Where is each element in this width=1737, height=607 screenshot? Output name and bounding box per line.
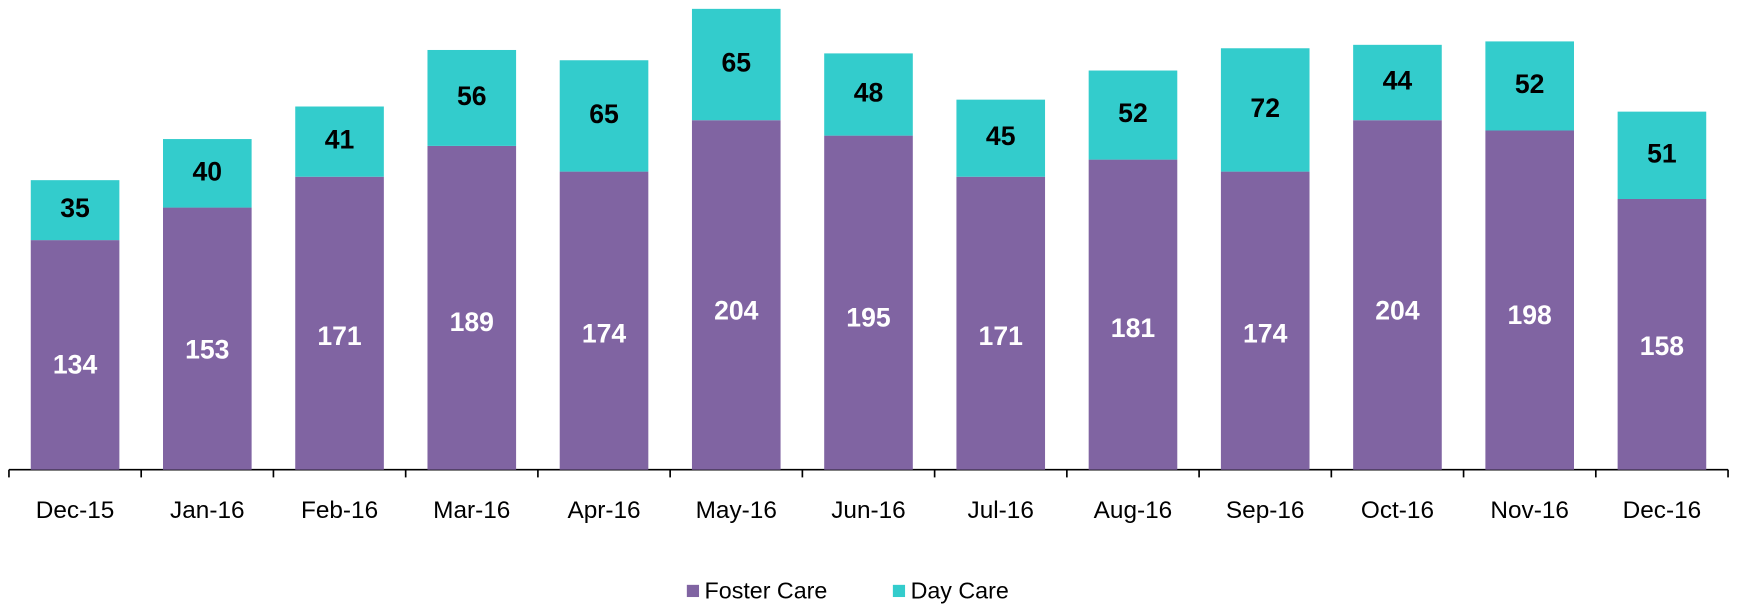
data-label: 189	[450, 307, 494, 337]
x-tick-label: Apr-16	[567, 497, 640, 524]
x-tick-label: Mar-16	[433, 497, 510, 524]
bar-segment	[30, 240, 120, 470]
bar-segment	[559, 171, 649, 470]
bar-segment	[163, 139, 252, 208]
bar-segment	[824, 53, 913, 136]
bar-segment	[691, 120, 781, 470]
x-tick-label: Dec-15	[36, 497, 115, 524]
bar-segment	[1220, 171, 1310, 470]
bar-segment	[1220, 48, 1310, 172]
bar-segment	[163, 207, 252, 470]
data-label: 174	[1243, 319, 1288, 349]
data-label: 65	[721, 48, 751, 78]
data-label: 44	[1383, 66, 1413, 96]
bar-segment	[1485, 130, 1574, 470]
data-label: 171	[317, 321, 362, 351]
data-label: 52	[1515, 69, 1545, 99]
bar-segment	[427, 145, 517, 470]
bar-segment	[691, 8, 781, 121]
data-label: 181	[1111, 313, 1156, 343]
x-tick-label: Aug-16	[1094, 497, 1173, 524]
legend-swatch	[686, 584, 700, 598]
legend-label: Foster Care	[705, 578, 828, 604]
bar-segment	[956, 99, 1046, 177]
data-label: 153	[185, 335, 229, 365]
bar-segment	[1617, 199, 1707, 470]
legend-label: Day Care	[911, 578, 1009, 604]
x-tick-label: Feb-16	[301, 497, 378, 524]
bar-segment	[1088, 70, 1178, 160]
data-label: 204	[714, 295, 759, 325]
data-label: 48	[854, 78, 884, 108]
data-label: 158	[1640, 331, 1684, 361]
data-label: 45	[986, 121, 1016, 151]
bar-segment	[295, 176, 384, 470]
x-tick-label: Oct-16	[1361, 497, 1434, 524]
bar-segment	[1485, 41, 1574, 131]
x-tick-label: Jan-16	[170, 497, 244, 524]
data-label: 52	[1118, 98, 1148, 128]
bar-segment	[427, 49, 517, 146]
data-label: 35	[60, 193, 90, 223]
data-label: 41	[325, 125, 355, 155]
bar-segment	[559, 60, 649, 172]
data-label: 171	[979, 321, 1024, 351]
bar-segment	[1353, 44, 1442, 121]
bar-segment	[30, 180, 120, 241]
data-label: 134	[53, 349, 98, 379]
x-tick-label: Nov-16	[1490, 497, 1569, 524]
data-label: 174	[582, 319, 627, 349]
data-label: 198	[1508, 300, 1552, 330]
x-tick-label: Jun-16	[831, 497, 905, 524]
x-tick-label: Sep-16	[1226, 497, 1305, 524]
data-label: 204	[1375, 295, 1420, 325]
bar-segment	[295, 106, 384, 177]
data-label: 51	[1647, 138, 1677, 168]
data-label: 195	[846, 302, 891, 332]
legend-swatch	[892, 584, 906, 598]
bar-segment	[956, 176, 1046, 470]
bar-segment	[1088, 159, 1178, 470]
data-label: 40	[193, 156, 223, 186]
bar-segment	[1617, 111, 1707, 200]
bar-segment	[824, 135, 913, 470]
bar-segment	[1353, 120, 1442, 470]
x-tick-label: Dec-16	[1623, 497, 1702, 524]
x-tick-label: May-16	[696, 497, 777, 524]
data-label: 72	[1250, 93, 1280, 123]
x-tick-label: Jul-16	[968, 497, 1034, 524]
data-label: 56	[457, 81, 487, 111]
data-label: 65	[589, 99, 619, 129]
